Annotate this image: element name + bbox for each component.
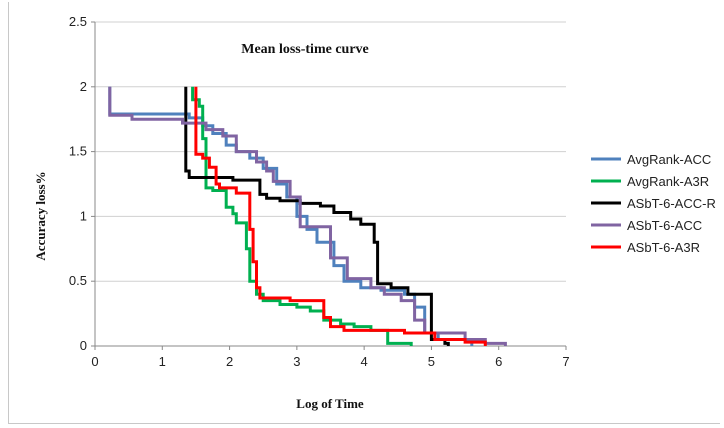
legend-label-2: ASbT-6-ACC-R <box>627 196 716 211</box>
y-axis-title: Accuracy loss% <box>33 171 48 260</box>
series-line-asbt-6-acc-r <box>184 86 450 346</box>
x-tick-label-5: 5 <box>428 354 435 369</box>
x-axis-title: Log of Time <box>296 396 364 411</box>
y-tick-label-2: 1 <box>80 208 87 223</box>
series-lines <box>108 86 507 346</box>
grid-lines <box>95 21 566 282</box>
legend-label-3: ASbT-6-ACC <box>627 218 702 233</box>
series-line-asbt-6-acc <box>108 86 507 346</box>
x-tick-label-4: 4 <box>361 354 368 369</box>
x-tick-label-6: 6 <box>495 354 502 369</box>
chart-title: Mean loss-time curve <box>241 42 369 57</box>
legend-label-4: ASbT-6-A3R <box>627 240 700 255</box>
legend-label-1: AvgRank-A3R <box>627 174 709 189</box>
legend-label-0: AvgRank-ACC <box>627 152 711 167</box>
y-tick-label-1: 0.5 <box>69 273 87 288</box>
series-line-asbt-6-a3r <box>194 86 487 346</box>
chart-frame <box>8 2 720 424</box>
y-tick-label-0: 0 <box>80 338 87 353</box>
y-tick-label-3: 1.5 <box>69 144 87 159</box>
x-tick-label-0: 0 <box>91 354 98 369</box>
x-tick-label-7: 7 <box>562 354 569 369</box>
x-tick-labels: 0 1 2 3 4 5 6 7 <box>91 354 569 369</box>
y-tick-label-4: 2 <box>80 79 87 94</box>
x-tick-label-3: 3 <box>293 354 300 369</box>
y-tick-labels: 0 0.5 1 1.5 2 2.5 <box>69 14 87 353</box>
y-tick-label-5: 2.5 <box>69 14 87 29</box>
x-tick-label-2: 2 <box>226 354 233 369</box>
legend: AvgRank-ACC AvgRank-A3R ASbT-6-ACC-R ASbT-6… <box>591 152 716 255</box>
axes <box>91 21 567 350</box>
x-tick-label-1: 1 <box>159 354 166 369</box>
